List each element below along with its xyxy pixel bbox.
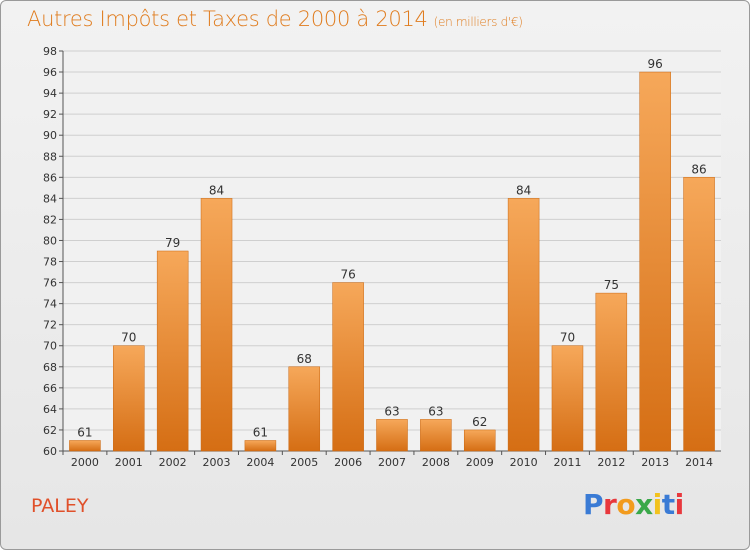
y-tick-label: 76 <box>43 277 57 290</box>
commune-name: PALEY <box>31 495 89 517</box>
bar-2002 <box>156 250 189 452</box>
y-tick-label: 90 <box>43 129 57 142</box>
logo-letter: i <box>674 488 685 521</box>
value-label-2014: 86 <box>691 162 706 176</box>
logo-letter: t <box>661 488 675 521</box>
logo-letter: i <box>652 488 663 521</box>
x-tick-label-2012: 2012 <box>597 456 625 469</box>
y-tick-label: 74 <box>43 298 57 311</box>
bar-2007 <box>376 419 408 452</box>
bar-2014 <box>683 177 715 452</box>
value-label-2013: 96 <box>648 57 663 71</box>
value-label-2010: 84 <box>516 183 531 197</box>
bar-2000 <box>69 440 101 452</box>
y-tick-label: 88 <box>43 150 57 163</box>
x-tick-label-2004: 2004 <box>246 456 274 469</box>
x-tick-label-2003: 2003 <box>203 456 231 469</box>
value-label-2011: 70 <box>560 331 575 345</box>
chart-title: Autres Impôts et Taxes de 2000 à 2014 (en… <box>27 7 523 31</box>
logo-letter: P <box>583 488 604 521</box>
x-tick-label-2007: 2007 <box>378 456 406 469</box>
x-tick-label-2009: 2009 <box>466 456 494 469</box>
value-label-2007: 63 <box>384 404 399 418</box>
value-label-2008: 63 <box>428 404 443 418</box>
bar-2004 <box>244 440 277 452</box>
value-label-2004: 61 <box>253 425 268 439</box>
y-tick-label: 70 <box>43 340 57 353</box>
x-tick-label-2014: 2014 <box>685 456 713 469</box>
value-label-2005: 68 <box>297 352 312 366</box>
y-tick-label: 62 <box>43 424 57 437</box>
chart-subtitle: (en milliers d'€) <box>433 15 523 29</box>
y-tick-label: 98 <box>43 45 57 58</box>
bar-2005 <box>288 366 321 452</box>
value-label-2006: 76 <box>340 268 355 282</box>
x-tick-label-2013: 2013 <box>641 456 669 469</box>
bar-2008 <box>420 419 452 452</box>
value-label-2000: 61 <box>77 425 92 439</box>
x-tick-label-2000: 2000 <box>71 456 99 469</box>
chart-title-text: Autres Impôts et Taxes de 2000 à 2014 <box>27 7 428 31</box>
y-tick-label: 82 <box>43 213 57 226</box>
y-tick-label: 60 <box>43 445 57 458</box>
y-tick-label: 78 <box>43 256 57 269</box>
bar-2013 <box>639 71 671 452</box>
bar-2011 <box>551 345 584 452</box>
y-tick-label: 96 <box>43 66 57 79</box>
logo-letter: r <box>603 488 617 521</box>
proxiti-logo: Proxiti <box>583 488 684 521</box>
y-tick-label: 66 <box>43 382 57 395</box>
logo-letter: o <box>616 488 636 521</box>
value-label-2001: 70 <box>121 331 136 345</box>
x-tick-label-2005: 2005 <box>290 456 318 469</box>
value-label-2009: 62 <box>472 415 487 429</box>
y-tick-label: 94 <box>43 87 57 100</box>
bar-2003 <box>200 198 233 452</box>
y-tick-label: 86 <box>43 171 57 184</box>
x-tick-label-2006: 2006 <box>334 456 362 469</box>
value-label-2003: 84 <box>209 183 224 197</box>
y-tick-label: 72 <box>43 319 57 332</box>
bar-2001 <box>113 345 145 452</box>
y-tick-label: 92 <box>43 108 57 121</box>
x-tick-label-2002: 2002 <box>159 456 187 469</box>
bar-2012 <box>595 292 628 452</box>
value-label-2002: 79 <box>165 236 180 250</box>
x-tick-label-2011: 2011 <box>553 456 581 469</box>
y-tick-label: 68 <box>43 361 57 374</box>
y-tick-label: 64 <box>43 403 57 416</box>
value-label-2012: 75 <box>604 278 619 292</box>
y-tick-label: 84 <box>43 192 57 205</box>
logo-letter: x <box>635 488 653 521</box>
x-tick-label-2008: 2008 <box>422 456 450 469</box>
x-tick-label-2010: 2010 <box>510 456 538 469</box>
x-tick-label-2001: 2001 <box>115 456 143 469</box>
y-tick-label: 80 <box>43 234 57 247</box>
bar-2009 <box>463 429 496 452</box>
bar-2006 <box>332 282 364 452</box>
bar-2010 <box>507 198 540 452</box>
